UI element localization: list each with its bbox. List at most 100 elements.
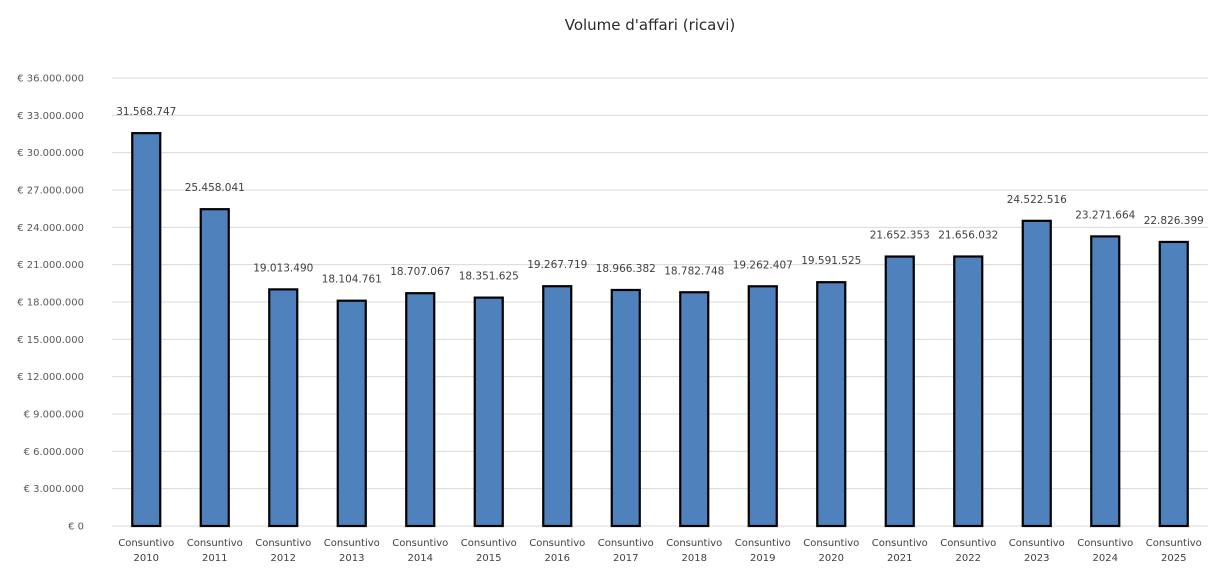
y-tick-label: € 15.000.000 [17, 335, 84, 346]
x-tick-label-line: 2017 [613, 553, 638, 564]
x-tick-label-line: 2018 [682, 553, 707, 564]
x-tick-label-line: Consuntivo [529, 538, 585, 549]
bar [610, 288, 641, 528]
data-label: 19.262.407 [733, 259, 793, 271]
x-tick-label-line: Consuntivo [461, 538, 517, 549]
x-tick-label: Consuntivo 2017 [598, 538, 654, 564]
x-tick-label: Consuntivo 2023 [1009, 538, 1065, 564]
data-label: 19.013.490 [253, 262, 313, 274]
data-label: 23.271.664 [1075, 209, 1135, 221]
x-tick-label: Consuntivo 2011 [187, 538, 243, 564]
bar [131, 132, 162, 528]
x-tick-label-line: 2013 [339, 553, 364, 564]
x-tick-label: Consuntivo 2025 [1146, 538, 1202, 564]
y-tick-label: € 3.000.000 [24, 484, 84, 495]
x-tick-label: Consuntivo 2024 [1077, 538, 1133, 564]
x-tick-label: Consuntivo 2019 [735, 538, 791, 564]
data-label: 19.591.525 [801, 255, 861, 267]
x-tick-label-line: 2016 [545, 553, 570, 564]
y-tick-label: € 27.000.000 [17, 186, 84, 197]
y-tick-label: € 18.000.000 [17, 298, 84, 309]
x-tick-label-line: 2012 [271, 553, 296, 564]
chart-title: Volume d'affari (ricavi) [565, 16, 736, 34]
x-tick-label: Consuntivo 2014 [392, 538, 448, 564]
x-tick-label: Consuntivo 2013 [324, 538, 380, 564]
x-tick-label-line: Consuntivo [872, 538, 928, 549]
y-tick-label: € 24.000.000 [17, 223, 84, 234]
data-label: 21.656.032 [938, 230, 998, 242]
bar [542, 285, 573, 528]
x-tick-label-line: 2010 [134, 553, 159, 564]
bar [1090, 235, 1121, 528]
data-label: 31.568.747 [116, 106, 176, 118]
x-tick-label-line: 2015 [476, 553, 501, 564]
x-tick-label-line: 2025 [1161, 553, 1186, 564]
data-label: 18.707.067 [390, 266, 450, 278]
y-tick-label: € 6.000.000 [24, 447, 84, 458]
x-tick-label: Consuntivo 2022 [940, 538, 996, 564]
bar [473, 296, 504, 528]
x-tick-label-line: Consuntivo [1146, 538, 1202, 549]
bar [1021, 219, 1052, 528]
x-tick-label-line: Consuntivo [940, 538, 996, 549]
data-label: 24.522.516 [1007, 194, 1067, 206]
y-axis-tick-labels: € 0 € 3.000.000 € 6.000.000 € 9.000.000 € 12… [17, 74, 84, 533]
y-tick-label: € 12.000.000 [17, 372, 84, 383]
bar [953, 255, 984, 528]
data-label: 18.966.382 [596, 263, 656, 275]
y-tick-label: € 36.000.000 [17, 74, 84, 85]
x-tick-label-line: Consuntivo [666, 538, 722, 549]
bar [336, 299, 367, 528]
x-tick-label-line: 2011 [202, 553, 227, 564]
y-tick-label: € 9.000.000 [24, 410, 84, 421]
x-tick-label-line: 2021 [887, 553, 912, 564]
bar [405, 292, 436, 528]
x-tick-label: Consuntivo 2021 [872, 538, 928, 564]
bar [268, 288, 299, 528]
x-tick-label-line: 2024 [1093, 553, 1118, 564]
y-tick-label: € 21.000.000 [17, 260, 84, 271]
y-tick-label: € 33.000.000 [17, 111, 84, 122]
data-label: 18.104.761 [322, 274, 382, 286]
x-axis-tick-labels: Consuntivo 2010 Consuntivo 2011 Consuntivo 20… [118, 538, 1202, 564]
x-tick-label: Consuntivo 2012 [255, 538, 311, 564]
x-tick-label-line: 2019 [750, 553, 775, 564]
y-tick-label: € 0 [68, 522, 84, 533]
bar [747, 285, 778, 528]
x-tick-label-line: Consuntivo [118, 538, 174, 549]
data-labels: 31.568.747 25.458.041 19.013.490 18.104.761… [116, 106, 1204, 286]
data-label: 18.351.625 [459, 271, 519, 283]
bar [816, 281, 847, 528]
bar [199, 208, 230, 528]
x-tick-label-line: 2020 [819, 553, 844, 564]
data-label: 19.267.719 [527, 259, 587, 271]
x-tick-label: Consuntivo 2018 [666, 538, 722, 564]
bar [679, 291, 710, 528]
bar [884, 255, 915, 528]
data-label: 18.782.748 [664, 265, 724, 277]
x-tick-label: Consuntivo 2016 [529, 538, 585, 564]
x-tick-label: Consuntivo 2010 [118, 538, 174, 564]
x-tick-label-line: Consuntivo [324, 538, 380, 549]
data-label: 21.652.353 [870, 230, 930, 242]
x-tick-label-line: Consuntivo [1077, 538, 1133, 549]
x-tick-label-line: Consuntivo [735, 538, 791, 549]
bars [131, 132, 1189, 528]
x-tick-label-line: Consuntivo [803, 538, 859, 549]
x-tick-label-line: Consuntivo [1009, 538, 1065, 549]
x-tick-label-line: 2023 [1024, 553, 1049, 564]
x-tick-label-line: Consuntivo [255, 538, 311, 549]
x-tick-label-line: 2022 [956, 553, 981, 564]
x-tick-label: Consuntivo 2015 [461, 538, 517, 564]
bar [1158, 240, 1189, 528]
x-tick-label-line: 2014 [408, 553, 433, 564]
y-tick-label: € 30.000.000 [17, 148, 84, 159]
x-tick-label-line: Consuntivo [187, 538, 243, 549]
data-label: 22.826.399 [1144, 215, 1204, 227]
x-tick-label-line: Consuntivo [598, 538, 654, 549]
x-tick-label: Consuntivo 2020 [803, 538, 859, 564]
x-tick-label-line: Consuntivo [392, 538, 448, 549]
data-label: 25.458.041 [185, 182, 245, 194]
